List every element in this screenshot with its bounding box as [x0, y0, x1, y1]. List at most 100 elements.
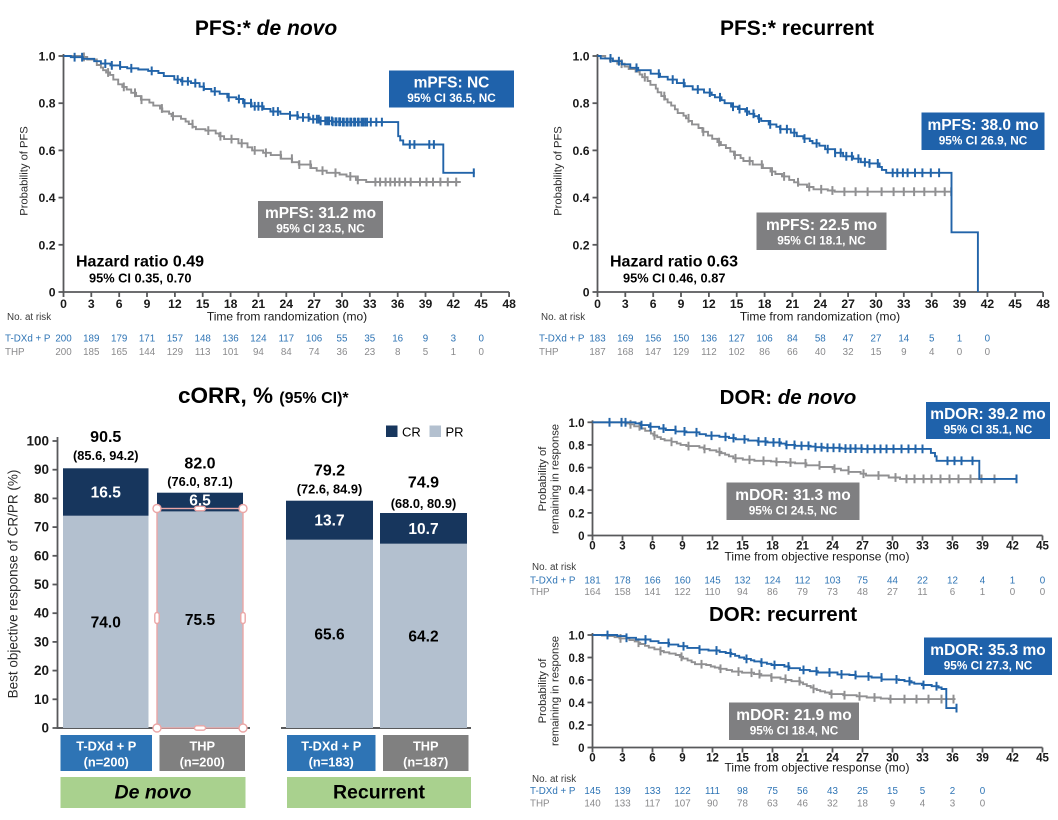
svg-text:30: 30: [886, 541, 899, 553]
svg-text:63: 63: [767, 799, 778, 810]
svg-text:70: 70: [34, 520, 49, 535]
svg-text:30: 30: [34, 634, 49, 649]
svg-text:3: 3: [619, 753, 625, 765]
svg-text:0.8: 0.8: [573, 97, 590, 111]
svg-text:Time from randomization (mo): Time from randomization (mo): [207, 310, 367, 324]
svg-text:15: 15: [887, 786, 898, 797]
svg-text:9: 9: [679, 753, 685, 765]
svg-text:145: 145: [704, 576, 721, 587]
svg-text:0.4: 0.4: [569, 698, 586, 710]
svg-text:6.5: 6.5: [189, 493, 211, 510]
svg-text:46: 46: [797, 799, 808, 810]
svg-text:21: 21: [786, 297, 800, 311]
svg-text:No. at risk: No. at risk: [7, 312, 51, 323]
svg-text:cORR, % (95% CI)*: cORR, % (95% CI)*: [178, 383, 349, 408]
svg-text:6: 6: [649, 541, 655, 553]
svg-text:THP: THP: [5, 347, 25, 358]
svg-text:168: 168: [617, 347, 634, 358]
svg-text:117: 117: [278, 334, 294, 345]
svg-text:0.8: 0.8: [569, 440, 586, 452]
svg-text:32: 32: [843, 347, 854, 358]
svg-text:mPFS: 22.5 mo: mPFS: 22.5 mo: [766, 217, 877, 234]
svg-text:86: 86: [759, 347, 770, 358]
svg-text:No. at risk: No. at risk: [532, 562, 576, 573]
svg-text:(n=183): (n=183): [309, 755, 354, 770]
svg-text:75: 75: [857, 576, 868, 587]
svg-text:11: 11: [917, 587, 927, 598]
svg-text:20: 20: [34, 663, 49, 678]
svg-text:3: 3: [619, 541, 625, 553]
svg-text:124: 124: [764, 576, 781, 587]
svg-text:1: 1: [957, 334, 962, 345]
svg-text:106: 106: [306, 334, 323, 345]
svg-text:T-DXd + P: T-DXd + P: [530, 786, 576, 797]
svg-text:0: 0: [478, 334, 484, 345]
svg-text:Time from objective response (: Time from objective response (mo): [725, 550, 910, 564]
svg-text:0.2: 0.2: [39, 238, 56, 252]
svg-text:50: 50: [34, 577, 49, 592]
svg-text:74.9: 74.9: [408, 475, 439, 492]
svg-text:Probability of: Probability of: [537, 658, 549, 724]
svg-text:0.2: 0.2: [569, 508, 585, 520]
svg-text:1.0: 1.0: [39, 50, 56, 64]
svg-text:T-DXd + P: T-DXd + P: [76, 739, 137, 754]
svg-text:0: 0: [589, 753, 595, 765]
svg-text:30: 30: [869, 297, 883, 311]
svg-text:mDOR: 39.2 mo: mDOR: 39.2 mo: [930, 406, 1045, 423]
svg-text:171: 171: [139, 334, 155, 345]
svg-text:78: 78: [737, 799, 748, 810]
svg-text:(72.6, 84.9): (72.6, 84.9): [297, 482, 362, 497]
svg-text:129: 129: [673, 347, 689, 358]
svg-text:189: 189: [83, 334, 99, 345]
svg-text:0: 0: [583, 286, 590, 300]
svg-text:79: 79: [797, 587, 808, 598]
svg-text:21: 21: [796, 753, 809, 765]
svg-text:0: 0: [578, 743, 584, 755]
svg-text:18: 18: [766, 541, 779, 553]
svg-text:136: 136: [222, 334, 239, 345]
svg-text:1.0: 1.0: [573, 50, 590, 64]
svg-text:9: 9: [423, 334, 428, 345]
svg-text:98: 98: [737, 786, 748, 797]
svg-text:103: 103: [824, 576, 841, 587]
svg-text:73: 73: [827, 587, 838, 598]
svg-text:12: 12: [947, 576, 958, 587]
svg-text:79.2: 79.2: [314, 463, 345, 480]
svg-text:45: 45: [474, 297, 488, 311]
svg-text:6: 6: [649, 753, 655, 765]
svg-text:148: 148: [195, 334, 212, 345]
svg-text:100: 100: [26, 434, 49, 449]
svg-text:95% CI 26.9, NC: 95% CI 26.9, NC: [939, 133, 1028, 147]
svg-text:164: 164: [584, 587, 601, 598]
svg-text:13.7: 13.7: [314, 513, 344, 530]
svg-text:86: 86: [767, 587, 778, 598]
svg-text:24: 24: [814, 297, 828, 311]
svg-text:150: 150: [673, 334, 690, 345]
svg-text:21: 21: [796, 541, 809, 553]
svg-text:3: 3: [451, 334, 457, 345]
svg-text:1: 1: [980, 587, 985, 598]
svg-text:102: 102: [729, 347, 745, 358]
svg-text:0: 0: [980, 799, 986, 810]
svg-text:95% CI 0.46, 0.87: 95% CI 0.46, 0.87: [623, 271, 725, 286]
svg-text:(68.0, 80.9): (68.0, 80.9): [391, 496, 456, 511]
svg-text:36: 36: [925, 297, 939, 311]
svg-text:165: 165: [111, 347, 128, 358]
svg-text:0: 0: [41, 721, 49, 736]
svg-text:T-DXd + P: T-DXd + P: [5, 334, 51, 345]
svg-text:(n=200): (n=200): [84, 755, 129, 770]
svg-text:9: 9: [890, 799, 895, 810]
svg-text:200: 200: [55, 347, 72, 358]
svg-text:95% CI 18.1, NC: 95% CI 18.1, NC: [777, 233, 866, 247]
svg-text:39: 39: [976, 753, 989, 765]
svg-text:169: 169: [617, 334, 633, 345]
svg-text:25: 25: [857, 786, 868, 797]
svg-text:95% CI 24.5, NC: 95% CI 24.5, NC: [749, 503, 838, 517]
svg-text:45: 45: [1036, 541, 1049, 553]
svg-text:42: 42: [1006, 753, 1019, 765]
svg-text:60: 60: [34, 548, 49, 563]
svg-text:84: 84: [787, 334, 798, 345]
svg-text:0: 0: [60, 297, 67, 311]
svg-text:(85.6, 94.2): (85.6, 94.2): [73, 448, 138, 463]
svg-text:0: 0: [1040, 587, 1046, 598]
